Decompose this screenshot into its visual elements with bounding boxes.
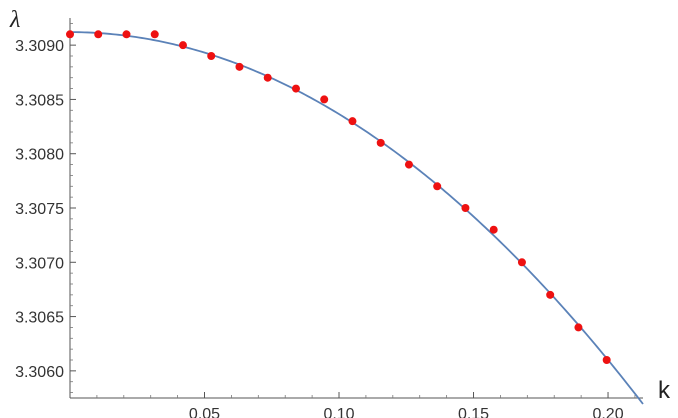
y-tick-label: 3.3090 (15, 38, 64, 55)
y-tick-label: 3.3075 (15, 201, 64, 218)
labels-layer: λ k (9, 7, 671, 404)
y-tick-label: 3.3060 (15, 364, 64, 381)
fit-curve-layer (69, 31, 644, 405)
data-point (348, 117, 357, 126)
x-tick-label: 0.15 (458, 406, 489, 418)
x-tick-label: 0.20 (592, 406, 623, 418)
data-point (461, 204, 470, 212)
x-axis-label: k (658, 377, 671, 404)
data-point (602, 356, 611, 364)
y-tick-label: 3.3065 (15, 310, 64, 327)
data-point (320, 95, 329, 104)
y-tick-label: 3.3070 (15, 255, 64, 272)
fit-curve (69, 31, 644, 405)
x-tick-label: 0.10 (323, 406, 354, 418)
data-point (66, 30, 74, 39)
data-point (94, 30, 103, 39)
axes: 0.05 0.10 0.15 0.20 3.3060 3.3065 3.3070 3.3075… (15, 18, 643, 418)
data-points-layer (66, 30, 611, 364)
data-point (517, 258, 526, 267)
data-point (207, 52, 216, 60)
data-point (404, 160, 413, 169)
data-point (122, 30, 131, 39)
data-point (178, 41, 187, 50)
data-point (291, 84, 300, 93)
data-point (489, 225, 498, 234)
data-point (574, 323, 583, 332)
data-point (235, 62, 244, 71)
x-tick-label: 0.05 (189, 406, 220, 418)
data-point (376, 138, 385, 147)
y-tick-label: 3.3085 (15, 92, 64, 109)
data-point (263, 73, 272, 82)
y-tick-label: 3.3080 (15, 147, 64, 164)
data-point (150, 30, 159, 39)
data-point (433, 182, 442, 191)
y-axis-label: λ (9, 7, 20, 33)
data-point (546, 290, 555, 299)
